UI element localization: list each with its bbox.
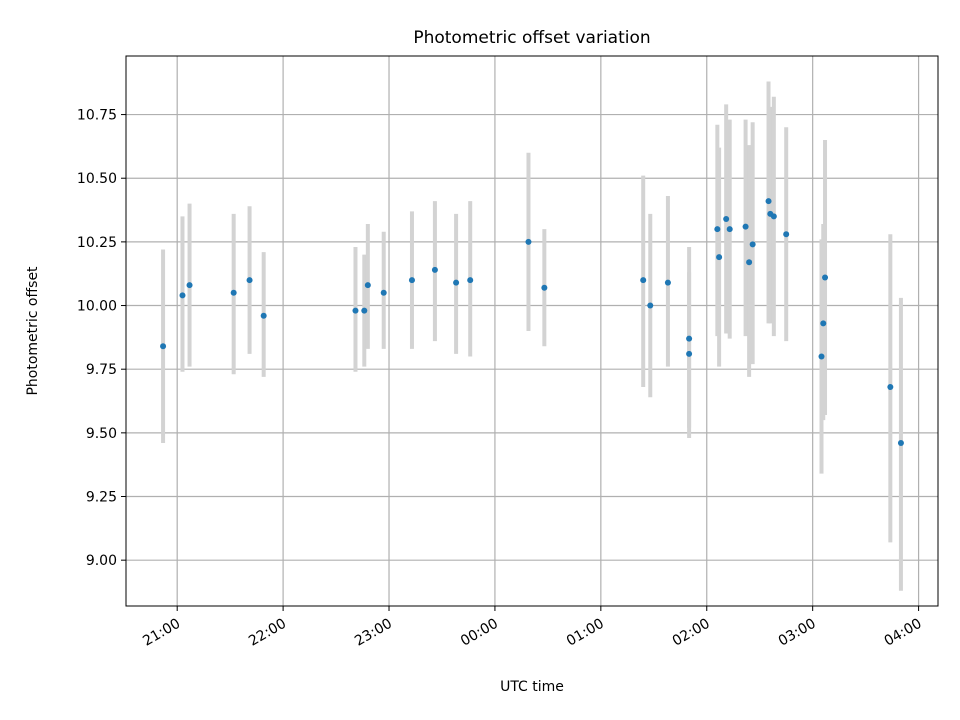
data-point	[783, 231, 790, 238]
data-point	[160, 343, 167, 350]
data-point	[818, 353, 825, 360]
y-tick-label: 9.75	[86, 362, 117, 378]
y-tick-label: 9.25	[86, 490, 117, 506]
data-point	[640, 277, 647, 284]
data-point	[716, 254, 723, 261]
y-tick-label: 10.00	[77, 299, 117, 315]
data-point	[467, 277, 474, 284]
data-point	[765, 198, 772, 205]
data-point	[186, 282, 193, 289]
data-point	[686, 350, 693, 357]
data-point	[746, 259, 753, 266]
data-point	[686, 335, 693, 342]
y-axis-label: Photometric offset	[25, 266, 41, 396]
data-point	[352, 307, 359, 314]
data-point	[361, 307, 368, 314]
data-point	[230, 289, 237, 296]
data-point	[364, 282, 371, 289]
data-point	[179, 292, 186, 299]
chart-title: Photometric offset variation	[413, 28, 650, 48]
data-point	[453, 279, 460, 286]
data-point	[246, 277, 253, 284]
data-point	[664, 279, 671, 286]
data-points	[160, 198, 904, 447]
data-point	[408, 277, 415, 284]
y-tick-label: 10.75	[77, 108, 117, 124]
data-point	[770, 213, 777, 220]
data-point	[897, 440, 904, 447]
y-tick-label: 9.00	[86, 553, 117, 569]
data-point	[742, 223, 749, 230]
data-point	[525, 238, 532, 245]
data-point	[726, 226, 733, 233]
y-axis-ticks: 9.00 9.25 9.50 9.75 10.00 10.25 10.50 10.75	[77, 108, 126, 569]
plot-frame	[125, 55, 939, 607]
y-tick-label: 10.25	[77, 235, 117, 251]
data-point	[431, 266, 438, 273]
data-point	[380, 289, 387, 296]
data-point	[887, 384, 894, 391]
data-point	[541, 284, 548, 291]
y-tick-label: 9.50	[86, 426, 117, 442]
data-point	[820, 320, 827, 327]
grid	[126, 56, 938, 606]
data-point	[260, 312, 267, 319]
data-point	[647, 302, 654, 309]
data-point	[723, 215, 730, 222]
data-point	[714, 226, 721, 233]
data-point	[822, 274, 829, 281]
y-tick-label: 10.50	[77, 171, 117, 187]
x-axis-label: UTC time	[500, 679, 564, 695]
data-point	[749, 241, 756, 248]
